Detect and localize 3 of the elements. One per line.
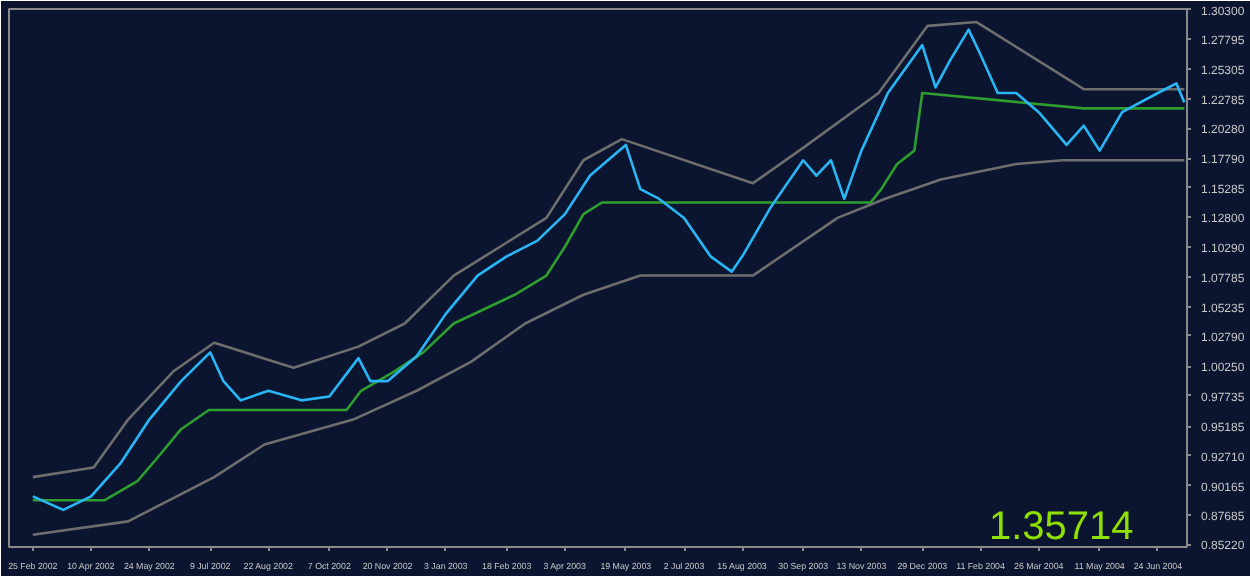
line-series xyxy=(31,91,1186,502)
line-series xyxy=(31,158,1186,537)
annotation: 1.35714 xyxy=(989,505,1134,549)
